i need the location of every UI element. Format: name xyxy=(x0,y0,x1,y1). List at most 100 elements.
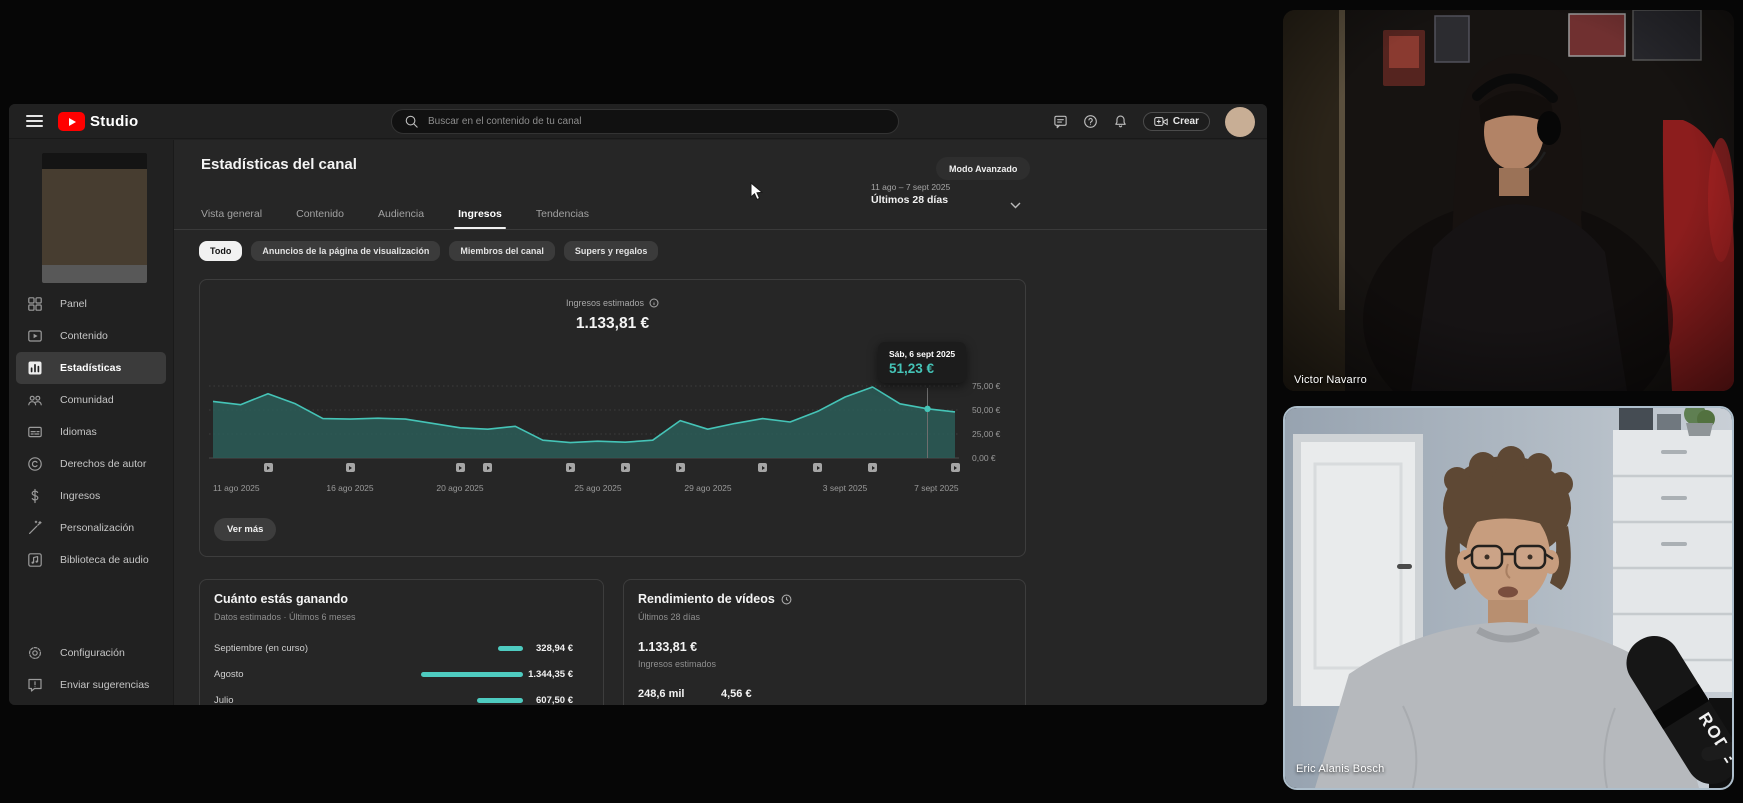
sidebar-item-label: Configuración xyxy=(60,647,125,659)
earnings-bar xyxy=(421,672,523,677)
create-button-label: Crear xyxy=(1172,116,1199,127)
youtube-studio-window: Studio Crear xyxy=(9,104,1267,705)
metric-label-text: Ingresos estimados xyxy=(565,298,645,308)
x-tick: 3 sept 2025 xyxy=(822,483,868,493)
earnings-row[interactable]: Septiembre (en curso) 328,94 € xyxy=(214,642,589,656)
chevron-down-icon[interactable] xyxy=(1010,196,1021,214)
info-icon[interactable] xyxy=(649,298,659,308)
video-marker-icon[interactable] xyxy=(620,463,630,472)
content-icon xyxy=(27,328,43,344)
performance-card-subtitle: Últimos 28 días xyxy=(638,612,701,622)
sidebar-item-derechos-de-autor[interactable]: Derechos de autor xyxy=(16,448,166,480)
date-range-preset: Últimos 28 días xyxy=(871,194,949,206)
sidebar-item-label: Idiomas xyxy=(60,426,97,438)
dashboard-icon xyxy=(27,296,43,312)
copyright-icon xyxy=(27,456,43,472)
sidebar-item-label: Derechos de autor xyxy=(60,458,147,470)
tab-ingresos[interactable]: Ingresos xyxy=(454,198,506,229)
feedback-icon[interactable] xyxy=(1053,114,1068,129)
earnings-row[interactable]: Agosto 1.344,35 € xyxy=(214,668,589,682)
search-input[interactable] xyxy=(428,116,886,127)
channel-thumbnail[interactable] xyxy=(42,153,147,283)
chip-anuncios[interactable]: Anuncios de la página de visualización xyxy=(251,241,441,261)
video-marker-icon[interactable] xyxy=(675,463,685,472)
chip-miembros[interactable]: Miembros del canal xyxy=(449,241,555,261)
sidebar-item-configuracion[interactable]: Configuración xyxy=(16,637,166,669)
revenue-filter-chips: Todo Anuncios de la página de visualizac… xyxy=(199,241,659,261)
x-tick: 25 ago 2025 xyxy=(574,483,622,493)
advanced-mode-button[interactable]: Modo Avanzado xyxy=(936,157,1031,180)
earnings-value: 328,94 € xyxy=(536,643,573,654)
y-tick: 0,00 € xyxy=(972,453,996,463)
month-label: Septiembre (en curso) xyxy=(214,643,308,654)
video-marker-icon[interactable] xyxy=(345,463,355,472)
x-tick: 11 ago 2025 xyxy=(213,483,260,493)
date-range-picker[interactable]: 11 ago – 7 sept 2025 Últimos 28 días xyxy=(871,182,950,206)
video-marker-icon[interactable] xyxy=(455,463,465,472)
tab-contenido[interactable]: Contenido xyxy=(296,207,344,220)
x-tick: 7 sept 2025 xyxy=(914,483,959,493)
analytics-icon xyxy=(27,360,43,376)
help-icon[interactable] xyxy=(1083,114,1098,129)
sidebar-item-biblioteca-de-audio[interactable]: Biblioteca de audio xyxy=(16,544,166,576)
victor-webcam-scene xyxy=(1283,10,1734,391)
participant-name: Victor Navarro xyxy=(1294,374,1367,386)
video-marker-icon[interactable] xyxy=(483,463,493,472)
sidebar-item-contenido[interactable]: Contenido xyxy=(16,320,166,352)
sidebar-item-idiomas[interactable]: Idiomas xyxy=(16,416,166,448)
month-label: Agosto xyxy=(214,669,244,680)
see-more-button[interactable]: Ver más xyxy=(214,518,277,541)
video-marker-icon[interactable] xyxy=(263,463,273,472)
webcam-victor-navarro[interactable]: Victor Navarro xyxy=(1283,10,1734,391)
sidebar-item-estadisticas[interactable]: Estadísticas xyxy=(16,352,166,384)
analytics-tabs: Vista general Contenido Audiencia Ingres… xyxy=(201,198,589,229)
chart-highlight-dot xyxy=(924,405,931,412)
search-bar[interactable] xyxy=(391,109,899,134)
create-button[interactable]: Crear xyxy=(1142,112,1210,131)
webcam-eric-alanis-bosch[interactable]: RODE Eric Alanis Bosch xyxy=(1283,406,1734,790)
customization-icon xyxy=(27,520,43,536)
menu-icon[interactable] xyxy=(26,115,43,127)
sidebar-item-ingresos[interactable]: Ingresos xyxy=(16,480,166,512)
youtube-studio-logo[interactable]: Studio xyxy=(58,112,138,131)
rode-microphone: RODE xyxy=(1626,635,1732,788)
send-feedback-icon xyxy=(27,677,43,693)
video-marker-icon[interactable] xyxy=(565,463,575,472)
clock-icon[interactable] xyxy=(781,594,792,605)
topbar-actions: Crear xyxy=(1053,104,1255,139)
chip-supers[interactable]: Supers y regalos xyxy=(563,241,659,261)
sidebar-item-comunidad[interactable]: Comunidad xyxy=(16,384,166,416)
tab-vista-general[interactable]: Vista general xyxy=(201,207,263,220)
sidebar-footer-menu: Configuración Enviar sugerencias xyxy=(16,637,166,701)
sidebar-item-label: Comunidad xyxy=(60,394,114,406)
chip-todo[interactable]: Todo xyxy=(199,241,243,261)
performance-rpm: 4,56 € xyxy=(721,688,752,700)
earnings-row[interactable]: Julio 607,50 € xyxy=(214,694,589,705)
video-marker-icon[interactable] xyxy=(813,463,823,472)
tab-tendencias[interactable]: Tendencias xyxy=(535,207,589,220)
sidebar-item-label: Ingresos xyxy=(60,490,101,502)
avatar[interactable] xyxy=(1225,106,1255,137)
x-tick: 20 ago 2025 xyxy=(436,483,484,493)
revenue-chart xyxy=(207,380,967,466)
sidebar-item-enviar-sugerencias[interactable]: Enviar sugerencias xyxy=(16,669,166,701)
tab-audiencia[interactable]: Audiencia xyxy=(377,207,425,220)
y-tick: 75,00 € xyxy=(972,381,1001,391)
performance-revenue: 1.133,81 € xyxy=(638,640,698,654)
notifications-icon[interactable] xyxy=(1113,114,1128,129)
sidebar-item-panel[interactable]: Panel xyxy=(16,288,166,320)
sidebar-item-personalizacion[interactable]: Personalización xyxy=(16,512,166,544)
revenue-chart-card: Ingresos estimados 1.133,81 € 75,00 € 50… xyxy=(199,279,1026,557)
month-label: Julio xyxy=(214,695,234,705)
video-marker-icon[interactable] xyxy=(950,463,960,472)
metric-label: Ingresos estimados xyxy=(566,298,659,308)
performance-revenue-label: Ingresos estimados xyxy=(638,659,717,669)
studio-sidebar: Panel Contenido Estadísticas Comunidad I… xyxy=(9,140,173,705)
chart-metric: Ingresos estimados 1.133,81 € xyxy=(200,293,1025,333)
performance-title-text: Rendimiento de vídeos xyxy=(638,592,775,606)
earnings-card-subtitle: Datos estimados · Últimos 6 meses xyxy=(214,612,356,622)
video-marker-icon[interactable] xyxy=(868,463,878,472)
video-marker-icon[interactable] xyxy=(758,463,768,472)
page-title: Estadísticas del canal xyxy=(201,156,357,173)
y-tick: 25,00 € xyxy=(972,429,1001,439)
